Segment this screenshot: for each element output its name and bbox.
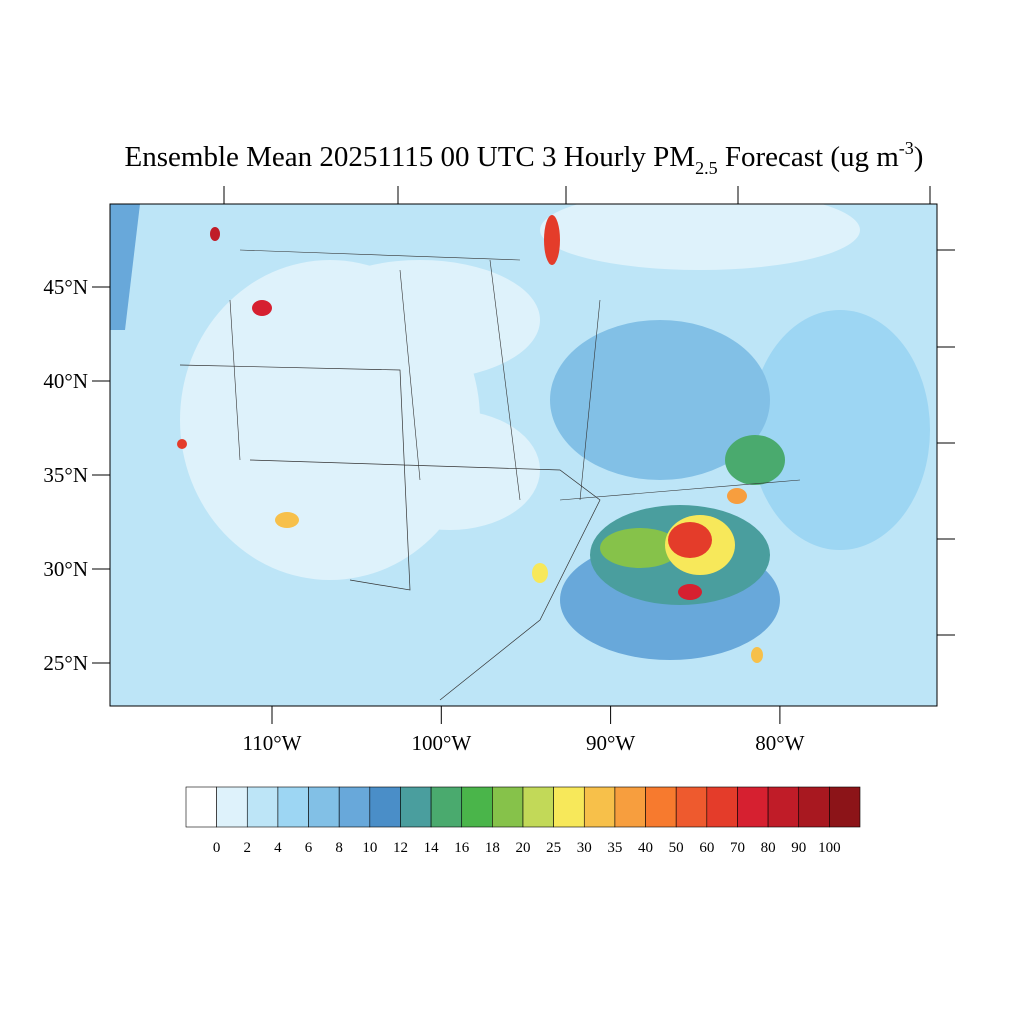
map <box>109 186 955 707</box>
colorbar-box <box>675 786 708 828</box>
colorbar-box <box>522 786 554 828</box>
field <box>210 227 220 241</box>
lat-label: 25°N <box>43 651 88 675</box>
colorbar-box <box>246 786 279 828</box>
title-subscript: 2.5 <box>695 158 718 178</box>
colorbar-label: 6 <box>305 840 313 856</box>
colorbar-box <box>461 786 493 828</box>
colorbar-box <box>338 786 371 828</box>
boundaries <box>179 364 601 701</box>
frame-ticks <box>223 186 955 636</box>
colorbar-label: 35 <box>607 840 622 856</box>
map-frame <box>109 203 938 707</box>
colorbar-label: 50 <box>669 840 684 856</box>
colorbar-label: 90 <box>791 840 806 856</box>
colorbar-label: 4 <box>274 840 282 856</box>
colorbar-box <box>216 786 248 828</box>
field <box>540 204 860 270</box>
colorbar-box <box>430 786 463 828</box>
colorbar-label: 30 <box>577 840 592 856</box>
colorbar-box <box>614 786 646 828</box>
colorbar-label: 12 <box>393 840 408 856</box>
lon-label: 100°W <box>411 731 471 755</box>
field <box>532 563 548 583</box>
lat-label: 35°N <box>43 463 88 487</box>
lon-label: 110°W <box>243 731 302 755</box>
field <box>275 512 299 528</box>
title: Ensemble Mean 20251115 00 UTC 3 Hourly P… <box>125 138 924 178</box>
colorbar-box <box>706 786 738 828</box>
colorbar-box <box>829 786 861 828</box>
colorbar-label: 25 <box>546 840 561 856</box>
colorbar-box <box>737 786 769 828</box>
colorbar-box <box>798 786 830 828</box>
colorbar-box <box>277 786 309 828</box>
boundaries <box>229 249 801 501</box>
title-middle: Forecast (ug m <box>718 141 900 173</box>
colorbar-label: 40 <box>638 840 653 856</box>
colorbar-label: 10 <box>362 840 377 856</box>
colorbar-label: 14 <box>424 840 440 856</box>
colorbar-label: 0 <box>213 840 221 856</box>
title-prefix: Ensemble Mean 20251115 00 UTC 3 Hourly P… <box>125 141 696 173</box>
lon-label: 80°W <box>755 731 804 755</box>
colorbar-label: 70 <box>730 840 745 856</box>
lat-label: 45°N <box>43 275 88 299</box>
field <box>600 528 680 568</box>
field <box>550 320 770 480</box>
colorbar-box <box>308 786 340 828</box>
field <box>300 260 540 380</box>
field <box>177 439 187 449</box>
colorbar: 0 2 4 6 8 10 12 14 16 18 20 25 30 35 40 50 60 70 80 90 100 <box>185 786 861 856</box>
lat-label: 30°N <box>43 557 88 581</box>
lat-label: 40°N <box>43 369 88 393</box>
colorbar-label: 2 <box>244 840 252 856</box>
colorbar-label: 18 <box>485 840 500 856</box>
colorbar-box <box>645 786 677 828</box>
field <box>750 310 930 550</box>
colorbar-box <box>369 786 401 828</box>
colorbar-box <box>583 786 616 828</box>
colorbar-label: 100 <box>818 840 841 856</box>
field <box>360 410 540 530</box>
colorbar-label: 80 <box>761 840 776 856</box>
field <box>252 300 272 316</box>
colorbar-box <box>492 786 524 828</box>
field <box>678 584 702 600</box>
colorbar-box <box>400 786 432 828</box>
title-suffix: ) <box>914 141 924 173</box>
colorbar-box <box>185 786 217 828</box>
lon-label: 90°W <box>586 731 635 755</box>
colorbar-label: 60 <box>699 840 714 856</box>
colorbar-label: 8 <box>335 840 343 856</box>
field <box>751 647 763 663</box>
colorbar-label: 20 <box>516 840 531 856</box>
field <box>725 435 785 485</box>
colorbar-box <box>553 786 585 828</box>
field <box>727 488 747 504</box>
colorbar-box <box>767 786 800 828</box>
colorbar-label: 16 <box>454 840 470 856</box>
field <box>544 215 560 265</box>
field <box>668 522 712 558</box>
title-superscript: -3 <box>899 138 914 158</box>
field <box>110 204 140 330</box>
